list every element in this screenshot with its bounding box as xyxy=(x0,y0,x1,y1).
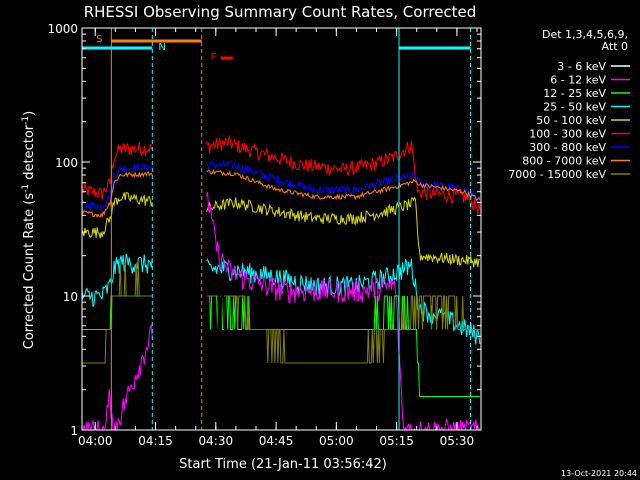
series-line-1-seg-1 xyxy=(206,192,481,432)
y-axis-label-part1: Corrected Count Rate (s xyxy=(22,193,37,350)
series-line-3-seg-0 xyxy=(81,253,153,307)
axes: 1 10 100 1000 04:00 04:15 04:30 04:45 05:00 05:15… xyxy=(47,22,481,448)
x-tick-label: 05:00 xyxy=(319,434,354,448)
series-line-3-seg-1 xyxy=(206,258,481,345)
legend-label: 800 - 7000 keV xyxy=(522,155,606,168)
y-tick-label: 10 xyxy=(63,290,78,304)
legend-header: Det 1,3,4,5,6,9, xyxy=(542,28,628,41)
series-line-5-seg-1 xyxy=(206,134,481,214)
annotation-s: S xyxy=(96,34,102,45)
y-axis-label-sup2: -1 xyxy=(21,116,31,125)
x-axis-label: Start Time (21-Jan-11 03:56:42) xyxy=(179,457,387,472)
series-line-7-seg-0 xyxy=(81,171,153,219)
y-axis-label-part3: ) xyxy=(22,111,37,116)
legend-label: 7000 - 15000 keV xyxy=(508,168,606,181)
series-line-7-seg-1 xyxy=(206,169,481,202)
legend-label: 300 - 800 keV xyxy=(529,141,606,154)
series-line-8-seg-1 xyxy=(206,295,480,364)
legend-label: 100 - 300 keV xyxy=(529,128,606,141)
y-tick-label: 1 xyxy=(70,424,78,438)
legend-label: 6 - 12 keV xyxy=(550,74,606,87)
x-tick-label: 05:15 xyxy=(379,434,414,448)
annotation-f: F xyxy=(211,52,217,63)
x-tick-label: 04:00 xyxy=(78,434,113,448)
legend-label: 3 - 6 keV xyxy=(557,60,606,73)
footer-timestamp: 13-Oct-2021 20:44 xyxy=(561,469,637,478)
plot-frame xyxy=(81,27,482,431)
y-axis-label-part2: detector xyxy=(22,124,37,184)
y-axis-label-sup1: -1 xyxy=(21,184,31,193)
series-line-5-seg-0 xyxy=(81,142,153,200)
x-tick-label: 04:30 xyxy=(199,434,234,448)
x-tick-label: 04:45 xyxy=(259,434,294,448)
annotation-n: N xyxy=(158,42,165,53)
series-line-4-seg-0 xyxy=(81,191,153,239)
legend-label: 12 - 25 keV xyxy=(543,87,606,100)
y-axis-label: Corrected Count Rate (s-1 detector-1) xyxy=(21,111,37,349)
series-line-8-seg-0 xyxy=(82,262,153,364)
series-line-4-seg-1 xyxy=(206,196,481,268)
legend-label: 50 - 100 keV xyxy=(536,114,606,127)
x-tick-label: 04:15 xyxy=(138,434,173,448)
legend-header: Att 0 xyxy=(602,40,628,53)
series-line-6-seg-1 xyxy=(206,160,481,206)
chart-title: RHESSI Observing Summary Count Rates, Co… xyxy=(84,3,477,21)
legend-label: 25 - 50 keV xyxy=(543,101,606,114)
y-tick-label: 100 xyxy=(55,156,78,170)
series-line-6-seg-0 xyxy=(81,162,153,212)
x-tick-label: 05:30 xyxy=(440,434,475,448)
y-tick-label: 1000 xyxy=(47,22,78,36)
